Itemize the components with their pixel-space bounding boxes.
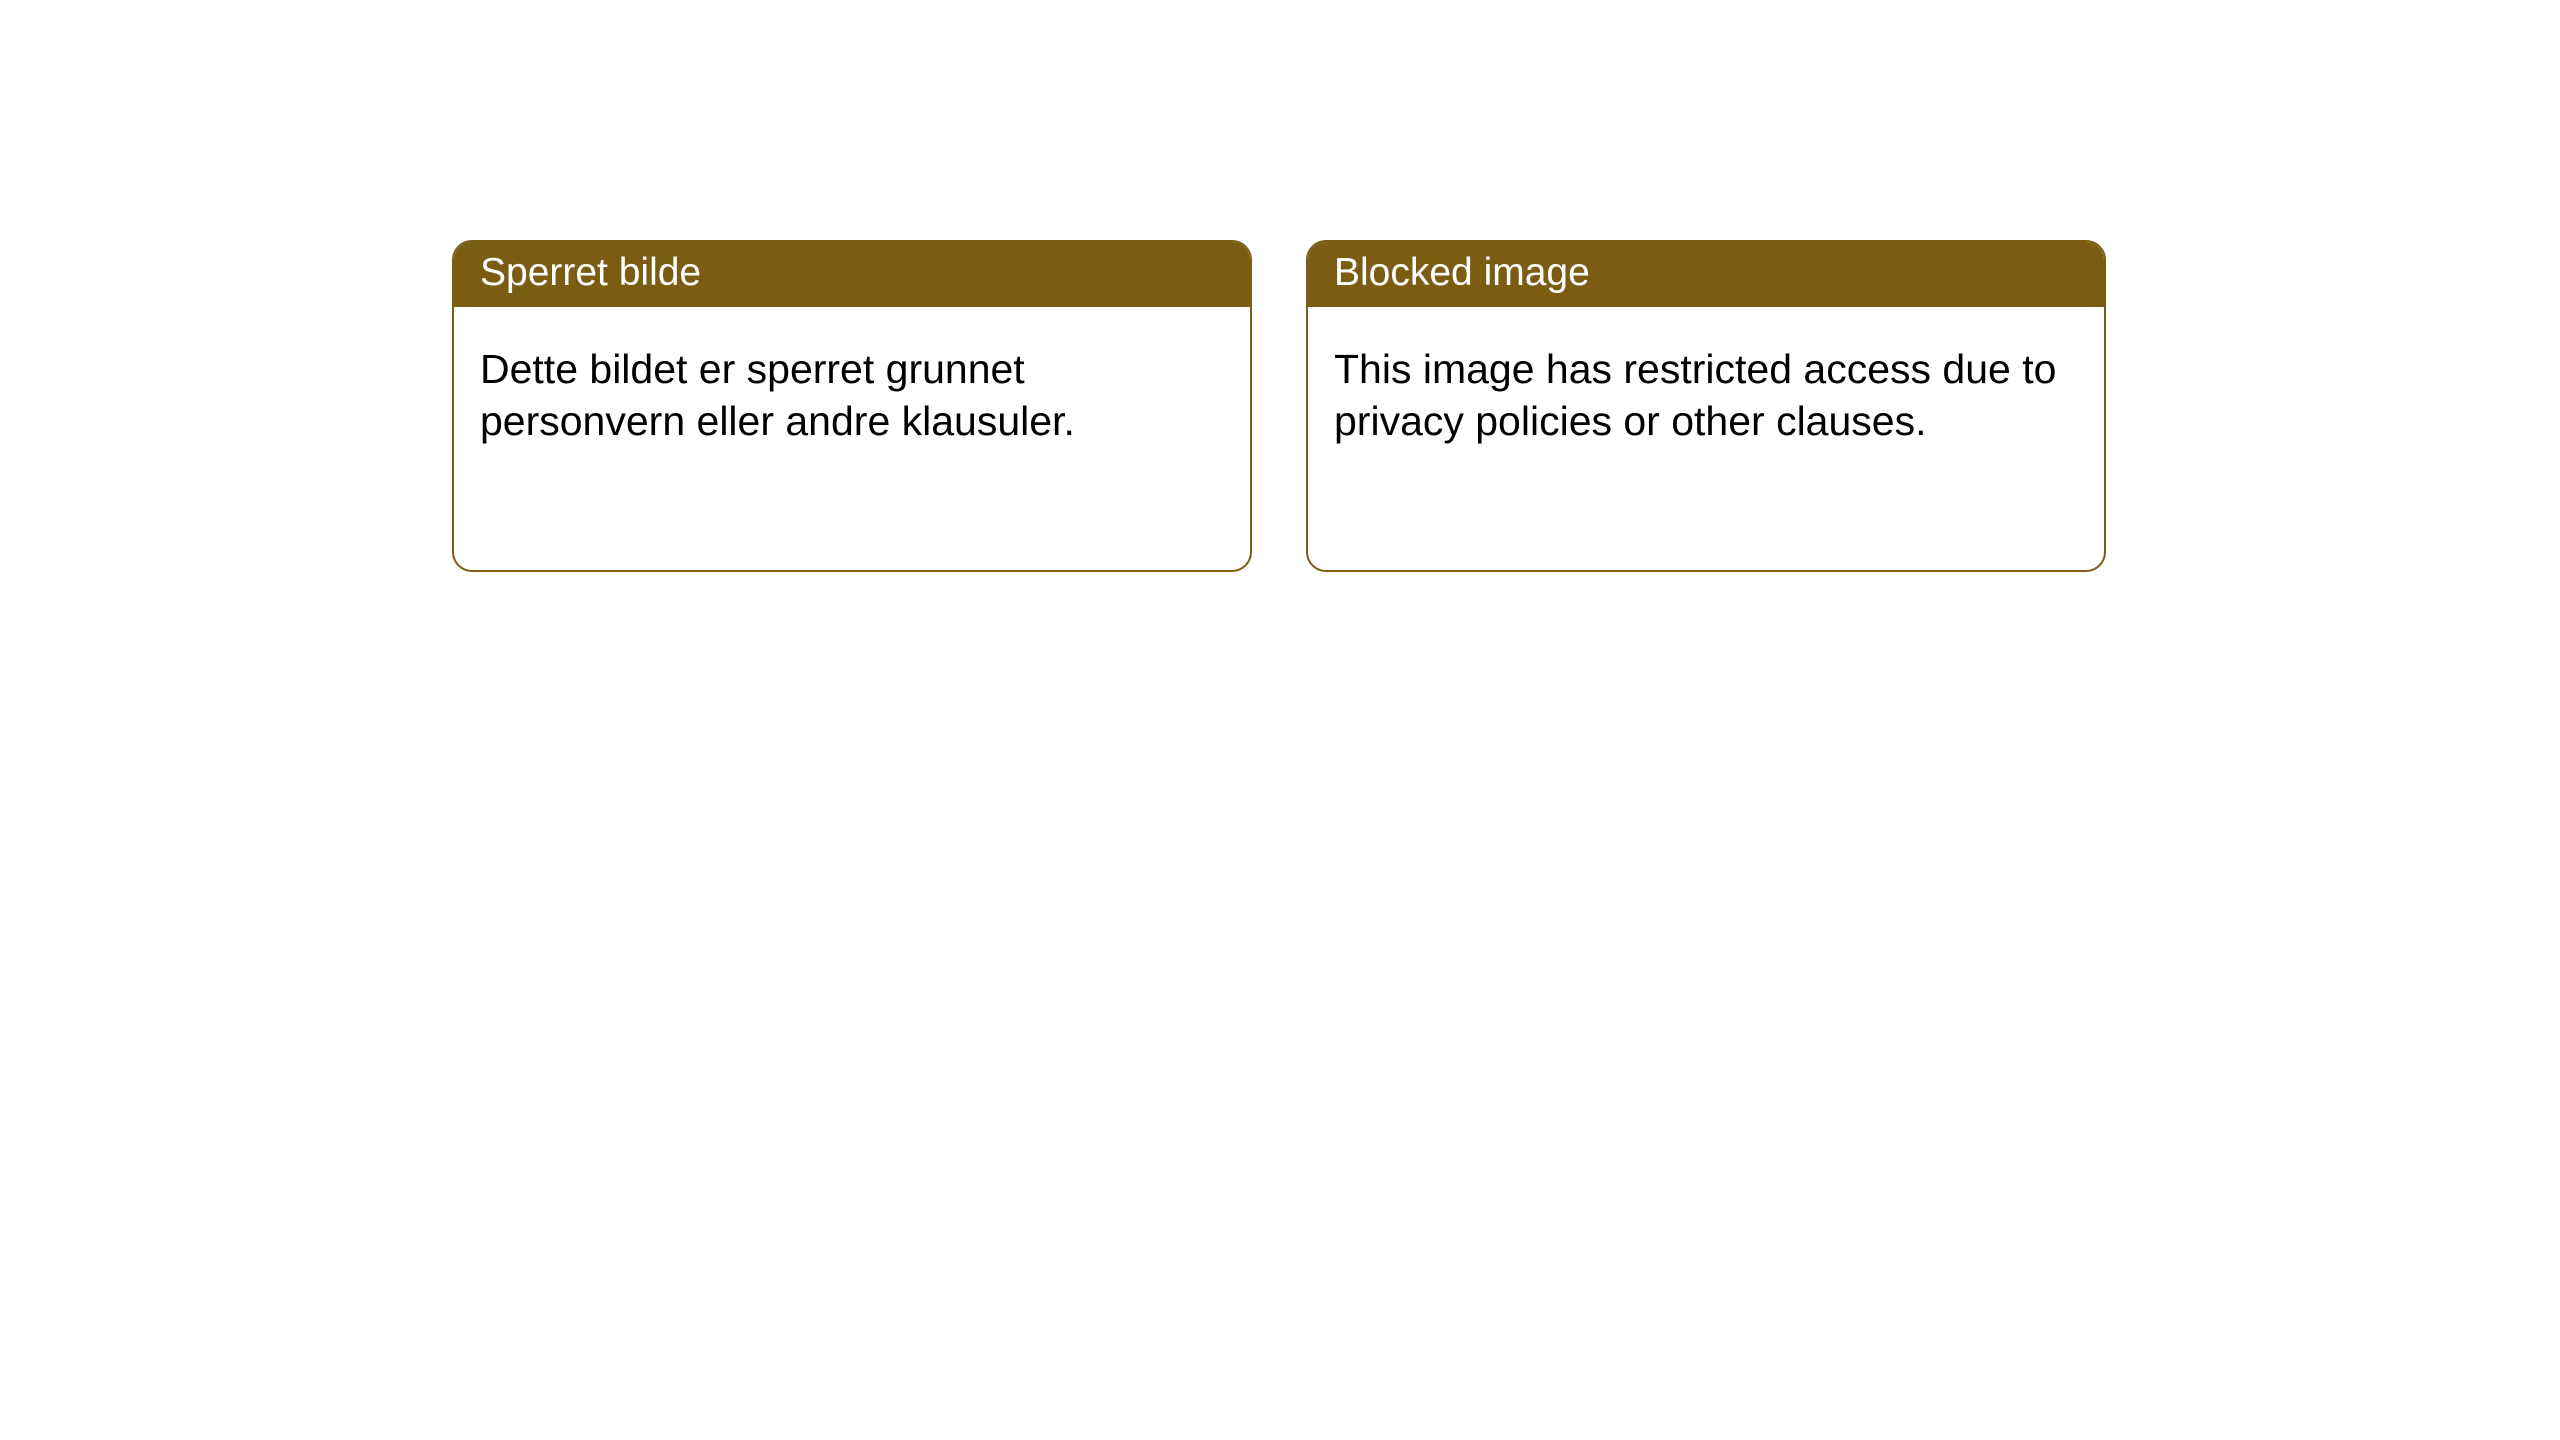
card-header: Blocked image <box>1308 242 2104 307</box>
card-header: Sperret bilde <box>454 242 1250 307</box>
notice-card-english: Blocked image This image has restricted … <box>1306 240 2106 572</box>
notice-cards-container: Sperret bilde Dette bildet er sperret gr… <box>0 0 2560 572</box>
card-body: This image has restricted access due to … <box>1308 307 2104 474</box>
notice-card-norwegian: Sperret bilde Dette bildet er sperret gr… <box>452 240 1252 572</box>
card-body: Dette bildet er sperret grunnet personve… <box>454 307 1250 474</box>
